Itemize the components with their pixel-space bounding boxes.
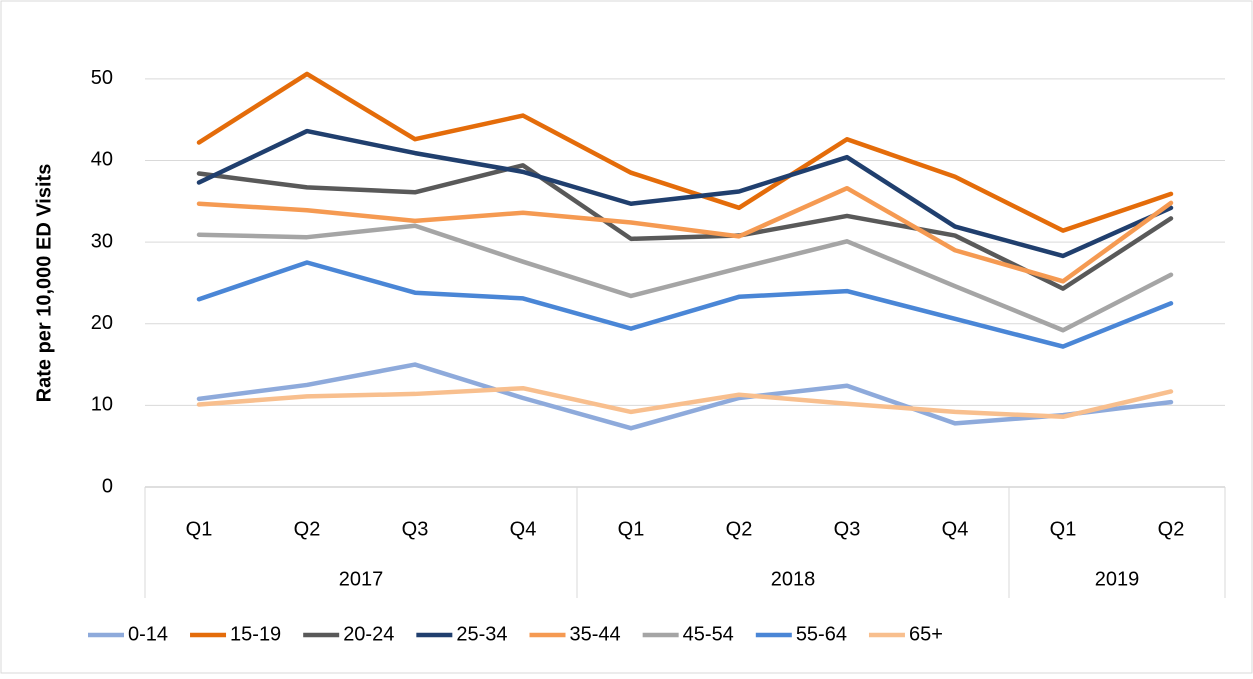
x-tick-label: Q1 <box>1050 518 1077 540</box>
x-tick-label: Q4 <box>942 518 969 540</box>
series-line <box>196 128 1174 259</box>
x-tick-label: Q1 <box>186 518 213 540</box>
series-line <box>196 71 1174 233</box>
legend-label: 0-14 <box>128 623 168 645</box>
x-tick-label: Q1 <box>618 518 645 540</box>
series-line <box>196 163 1174 291</box>
y-tick-label: 30 <box>91 230 113 252</box>
y-axis-title: Rate per 10,000 ED Visits <box>33 164 55 403</box>
y-tick-label: 20 <box>91 312 113 334</box>
legend-label: 20-24 <box>343 623 394 645</box>
series-line <box>196 223 1174 333</box>
y-tick-label: 0 <box>102 475 113 497</box>
legend-label: 15-19 <box>230 623 281 645</box>
series-line <box>196 260 1174 349</box>
series-line <box>196 185 1174 284</box>
legend-label: 65+ <box>909 623 943 645</box>
x-group-label: 2019 <box>1095 568 1140 590</box>
series-line <box>196 362 1174 431</box>
legend-label: 45-54 <box>683 623 734 645</box>
legend-label: 25-34 <box>456 623 507 645</box>
x-group-label: 2018 <box>771 568 816 590</box>
y-tick-label: 10 <box>91 394 113 416</box>
x-tick-label: Q2 <box>1158 518 1185 540</box>
x-tick-label: Q4 <box>510 518 537 540</box>
x-group-label: 2017 <box>339 568 384 590</box>
legend-label: 55-64 <box>796 623 847 645</box>
x-tick-label: Q3 <box>402 518 429 540</box>
legend-label: 35-44 <box>570 623 621 645</box>
x-tick-label: Q2 <box>726 518 753 540</box>
series-line <box>196 385 1174 420</box>
y-tick-label: 40 <box>91 149 113 171</box>
y-tick-label: 50 <box>91 67 113 89</box>
x-tick-label: Q2 <box>294 518 321 540</box>
x-tick-label: Q3 <box>834 518 861 540</box>
